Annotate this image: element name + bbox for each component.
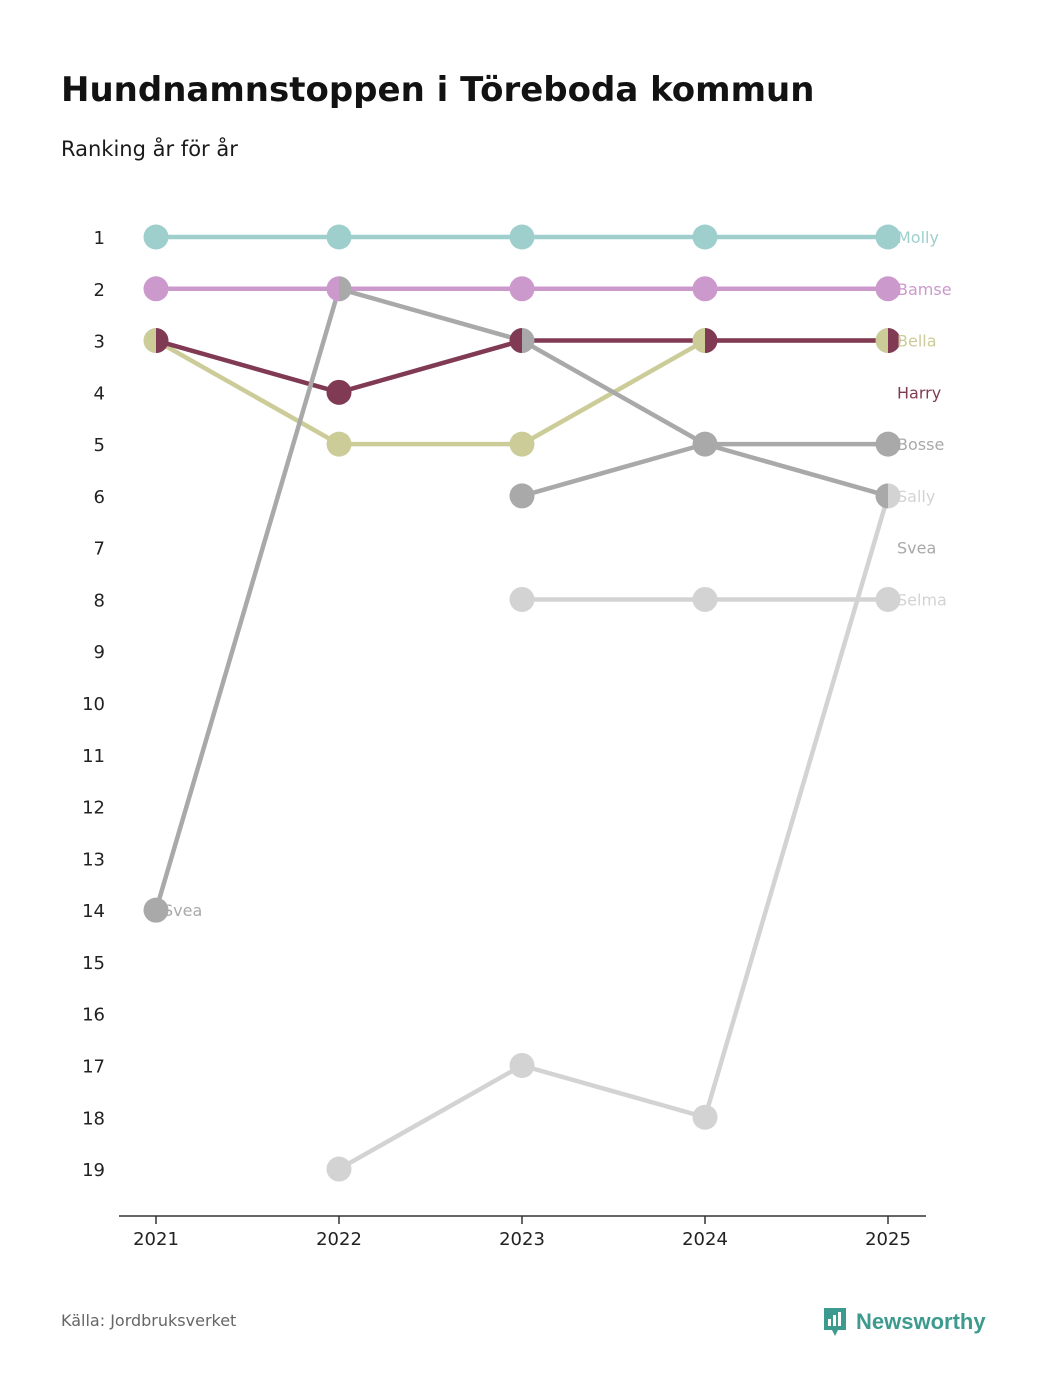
data-point-harry xyxy=(156,328,169,354)
start-label-svea: Svea xyxy=(163,901,202,920)
y-tick-label: 1 xyxy=(94,228,105,249)
series-lines xyxy=(153,234,891,1172)
y-tick-label: 14 xyxy=(82,901,105,922)
data-point-harry xyxy=(705,328,718,354)
data-point-molly xyxy=(692,224,718,250)
data-point-molly xyxy=(143,224,169,250)
data-point-bella xyxy=(326,431,352,457)
brand-logo: Newsworthy xyxy=(822,1306,986,1338)
data-point-bosse xyxy=(875,431,901,457)
y-tick-label: 6 xyxy=(94,487,105,508)
y-tick-label: 3 xyxy=(94,332,105,353)
data-point-molly xyxy=(326,224,352,250)
end-label-bamse: Bamse xyxy=(897,280,952,299)
series-labels: Molly Bamse Bella Harry Bosse Svea Svea Selma Sa… xyxy=(163,228,952,920)
source-note: Källa: Jordbruksverket xyxy=(61,1311,237,1330)
y-tick-label: 5 xyxy=(94,435,105,456)
y-tick-label: 19 xyxy=(82,1160,105,1181)
data-point-molly xyxy=(509,224,535,250)
data-point-molly xyxy=(875,224,901,250)
x-axis: 2021 2022 2023 2024 2025 xyxy=(119,1215,926,1250)
chart-title: Hundnamnstoppen i Töreboda kommun xyxy=(61,70,815,110)
end-label-bosse: Bosse xyxy=(897,435,944,454)
end-label-sally: Sally xyxy=(897,487,935,506)
y-tick-label: 7 xyxy=(94,539,105,560)
data-point-svea xyxy=(143,897,169,923)
data-point-bosse xyxy=(692,431,705,457)
end-label-bella: Bella xyxy=(897,332,937,351)
x-tick-label: 2022 xyxy=(316,1229,362,1250)
data-point-bamse xyxy=(692,276,718,302)
brand-name: Newsworthy xyxy=(856,1309,986,1334)
end-label-svea: Svea xyxy=(897,539,936,558)
data-point-selma xyxy=(692,586,718,612)
data-point-bamse xyxy=(509,276,535,302)
end-label-molly: Molly xyxy=(897,228,939,247)
data-point-bella xyxy=(143,328,156,354)
series-line-sally xyxy=(336,493,891,1172)
data-point-sally xyxy=(326,1156,352,1182)
end-label-harry: Harry xyxy=(897,383,941,402)
y-tick-label: 16 xyxy=(82,1005,105,1026)
x-tick-label: 2023 xyxy=(499,1229,545,1250)
data-point-bamse xyxy=(326,276,339,302)
series-dots xyxy=(143,224,901,1182)
chart-subtitle: Ranking år för år xyxy=(61,137,238,161)
data-point-selma xyxy=(509,586,535,612)
y-tick-label: 9 xyxy=(94,642,105,663)
y-tick-label: 13 xyxy=(82,849,105,870)
y-tick-label: 11 xyxy=(82,746,105,767)
y-tick-label: 15 xyxy=(82,953,105,974)
y-tick-label: 2 xyxy=(94,280,105,301)
data-point-svea xyxy=(875,483,888,509)
data-point-svea xyxy=(522,328,535,354)
data-point-sally xyxy=(509,1052,535,1078)
data-point-harry xyxy=(326,379,352,405)
data-point-bella xyxy=(509,431,535,457)
data-point-harry xyxy=(888,328,901,354)
data-point-svea xyxy=(705,431,718,457)
x-tick-label: 2024 xyxy=(682,1229,728,1250)
y-tick-label: 4 xyxy=(94,383,105,404)
y-tick-label: 10 xyxy=(82,694,105,715)
end-label-selma: Selma xyxy=(897,590,947,609)
series-line-bella xyxy=(153,338,891,447)
data-point-bella xyxy=(692,328,705,354)
data-point-harry xyxy=(509,328,522,354)
data-point-bosse xyxy=(509,483,535,509)
x-tick-label: 2025 xyxy=(865,1229,911,1250)
y-tick-label: 8 xyxy=(94,590,105,611)
data-point-selma xyxy=(875,586,901,612)
newsworthy-icon xyxy=(824,1308,846,1336)
data-point-bamse xyxy=(875,276,901,302)
x-tick-label: 2021 xyxy=(133,1229,179,1250)
y-tick-label: 18 xyxy=(82,1108,105,1129)
y-tick-label: 17 xyxy=(82,1056,105,1077)
data-point-bella xyxy=(875,328,888,354)
data-point-svea xyxy=(339,276,352,302)
data-point-sally xyxy=(692,1104,718,1130)
data-point-bamse xyxy=(143,276,169,302)
y-tick-label: 12 xyxy=(82,798,105,819)
data-point-sally xyxy=(888,483,901,509)
